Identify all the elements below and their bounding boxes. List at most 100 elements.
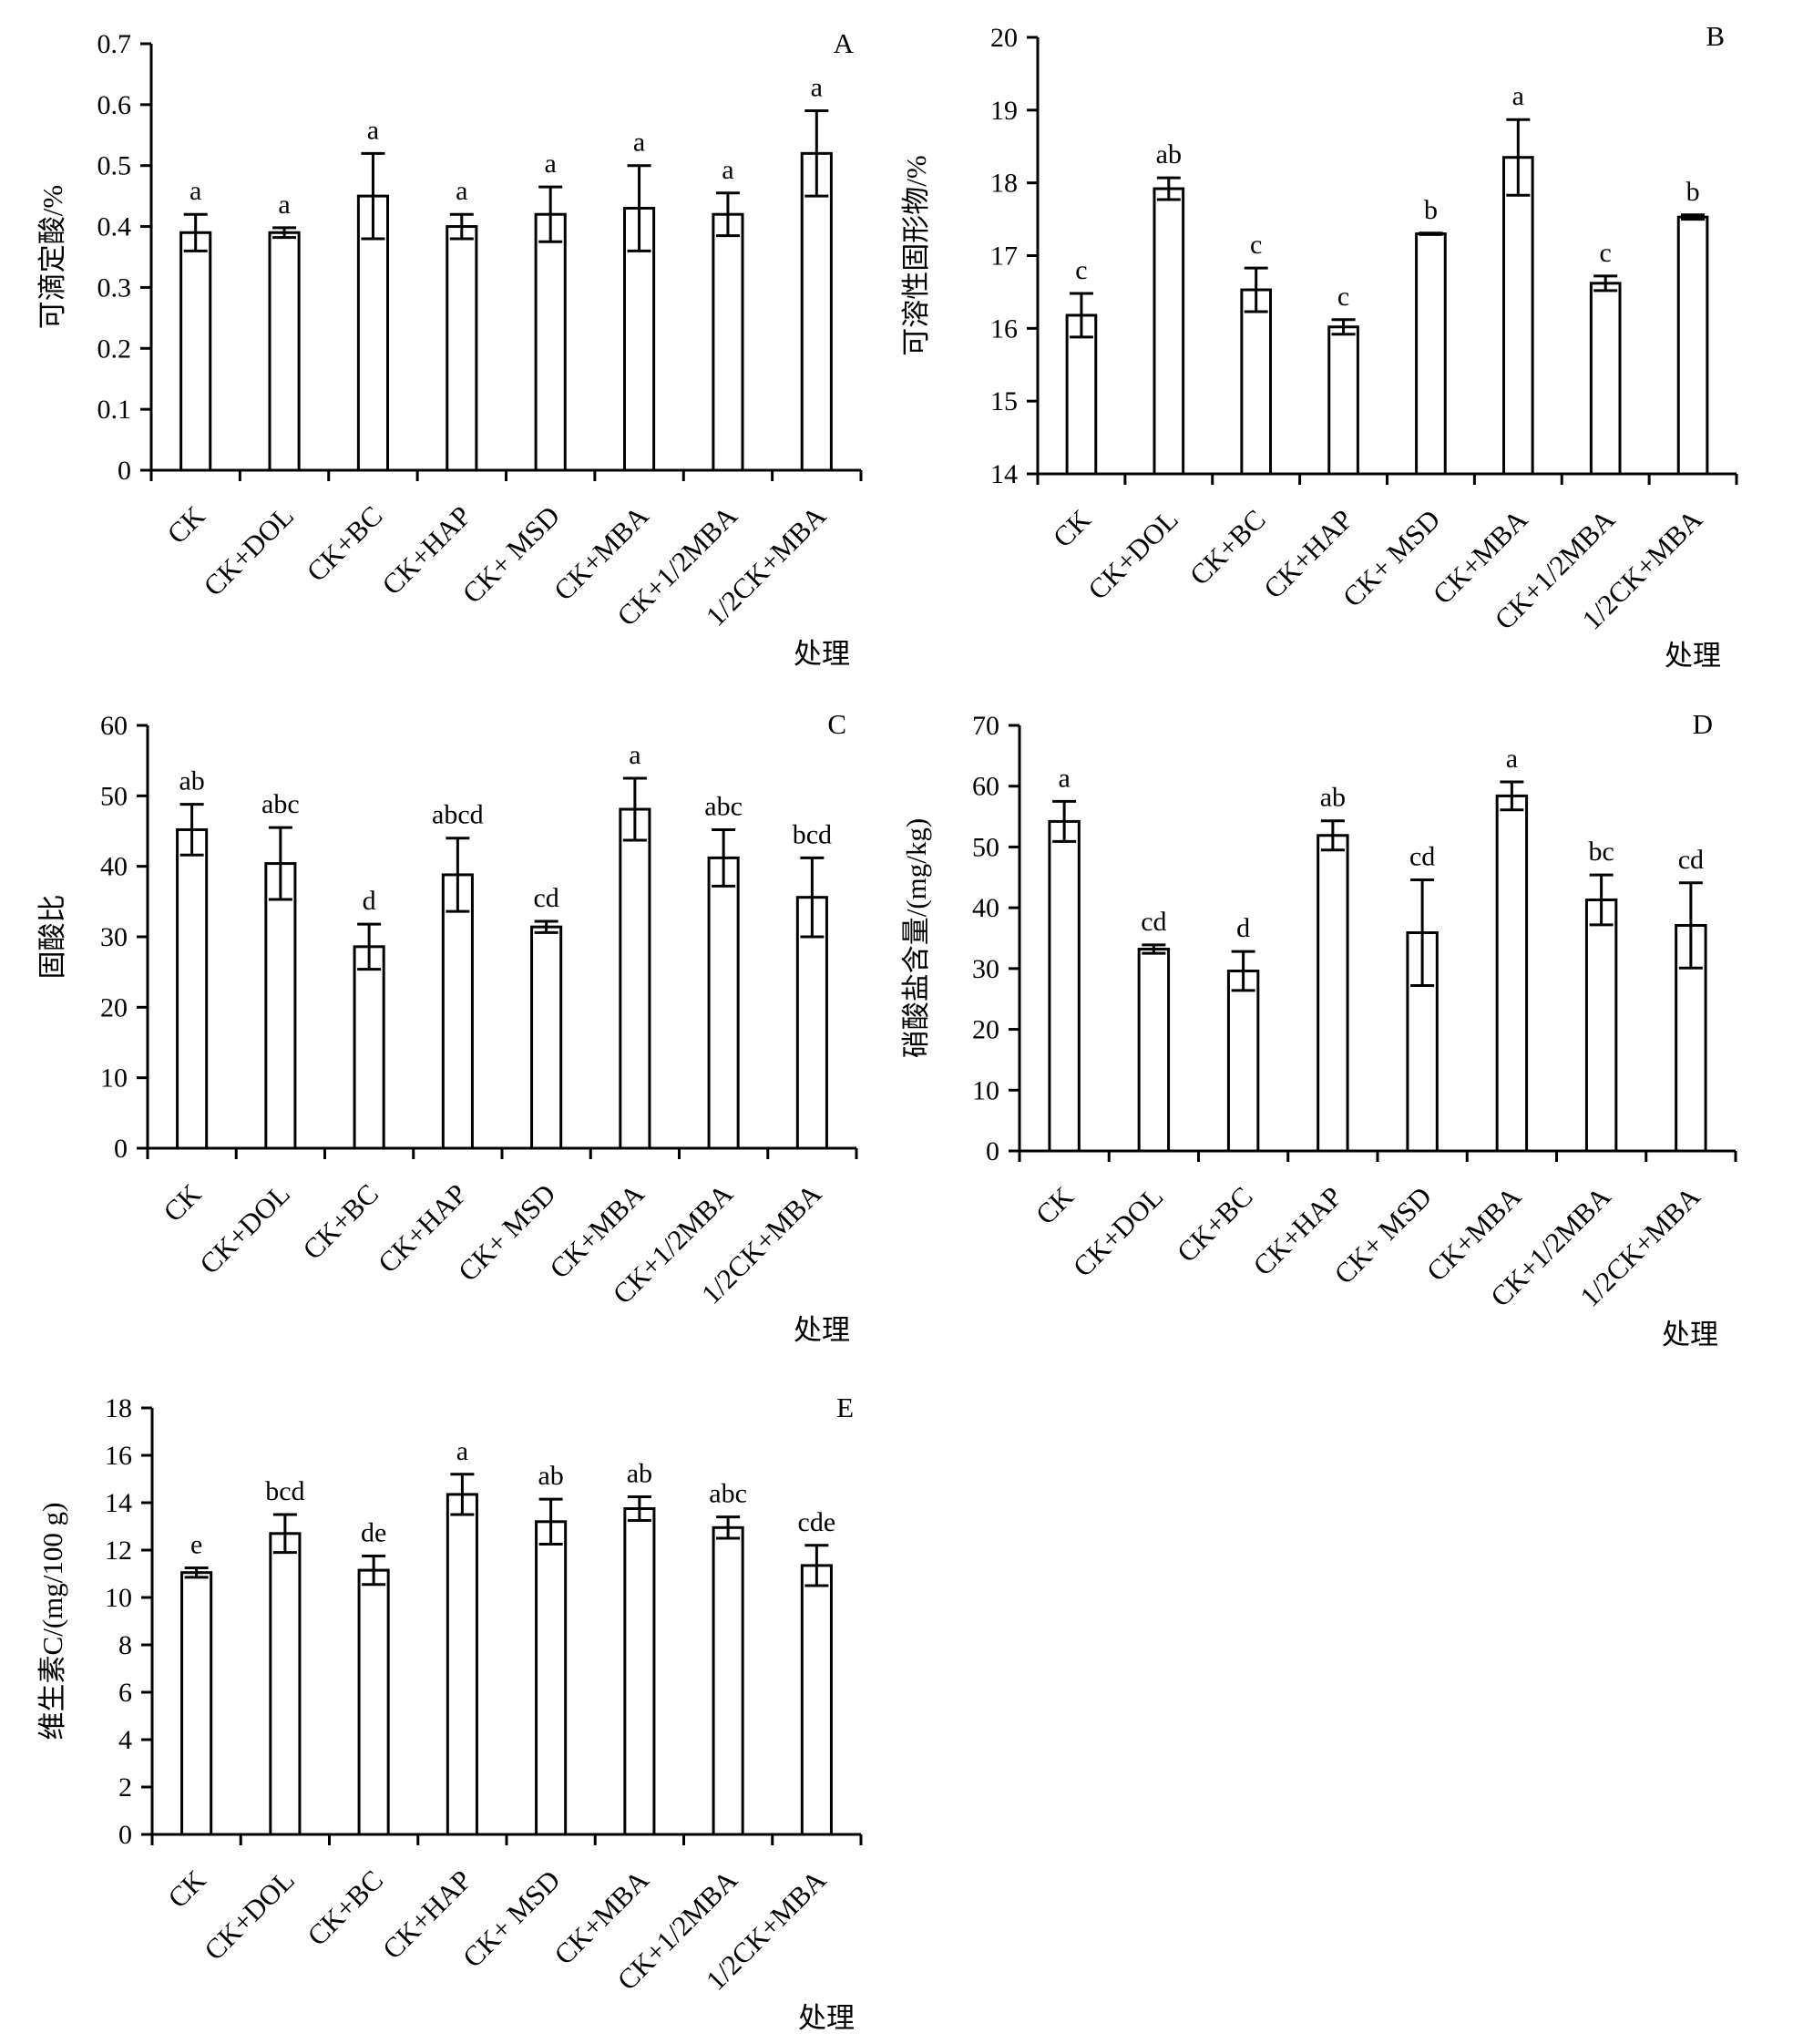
bar (707, 856, 740, 1150)
bar (179, 231, 212, 472)
panel-letter: A (834, 27, 855, 59)
panel-c: 0102030405060abCKabcCK+DOLdCK+BCabcdCK+H… (36, 708, 858, 1346)
bar (1327, 325, 1359, 476)
significance-label: a (811, 73, 823, 103)
panel-letter: E (836, 1392, 854, 1423)
y-tick-label: 16 (990, 313, 1018, 344)
significance-label: bcd (265, 1476, 304, 1506)
y-axis-label: 硝酸盐含量/(mg/kg) (900, 818, 932, 1058)
significance-label: de (361, 1518, 386, 1548)
significance-label: a (367, 115, 379, 145)
bar (1589, 282, 1622, 476)
x-tick-label: CK+ MSD (1328, 1180, 1439, 1290)
y-axis-label: 可滴定酸/% (36, 185, 68, 329)
y-tick-label: 2 (118, 1772, 132, 1803)
bar (1676, 215, 1709, 476)
significance-label: a (190, 176, 201, 206)
panel-e: 024681012141618eCKbcdCK+DOLdeCK+BCaCK+HA… (36, 1392, 863, 2034)
bar (623, 1507, 656, 1836)
y-axis-label: 可溶性固形物/% (900, 155, 932, 355)
significance-label: b (1686, 177, 1700, 207)
y-tick-label: 0 (118, 1820, 132, 1850)
bar (1048, 819, 1081, 1153)
significance-label: abc (704, 791, 743, 821)
bar (1584, 898, 1618, 1153)
significance-label: a (629, 740, 640, 770)
bar (1226, 970, 1260, 1153)
significance-label: c (1600, 238, 1612, 268)
y-tick-label: 0 (118, 456, 131, 486)
significance-label: c (1250, 230, 1262, 260)
x-tick-label: CK+ MSD (456, 1864, 567, 1974)
y-tick-label: 6 (118, 1678, 132, 1708)
y-tick-label: 4 (118, 1725, 132, 1755)
bar (269, 1532, 302, 1836)
significance-label: abc (709, 1479, 747, 1509)
significance-label: a (722, 155, 733, 185)
x-tick-label: CK+DOL (197, 499, 300, 602)
significance-label: b (1424, 195, 1438, 225)
x-tick-label: CK+BC (301, 1864, 389, 1952)
y-tick-label: 0 (986, 1136, 999, 1166)
x-axis-label: 处理 (794, 1314, 850, 1346)
y-tick-label: 0.1 (97, 395, 132, 425)
y-tick-label: 40 (100, 852, 128, 882)
x-tick-label: CK (1030, 1180, 1081, 1231)
panel-letter: D (1693, 708, 1713, 740)
y-tick-label: 18 (105, 1393, 132, 1423)
bar (534, 212, 567, 472)
significance-label: c (1075, 255, 1087, 285)
bar (1240, 288, 1273, 476)
bar (1317, 834, 1349, 1153)
x-tick-label: CK+DOL (1067, 1180, 1170, 1283)
bar (1137, 948, 1171, 1153)
y-tick-label: 19 (990, 96, 1018, 126)
bar (800, 1564, 833, 1836)
significance-label: ab (627, 1459, 652, 1489)
y-tick-label: 0.4 (97, 212, 132, 242)
bar (712, 212, 744, 472)
bar (446, 225, 478, 472)
bar (1415, 232, 1447, 476)
y-tick-label: 70 (972, 711, 999, 741)
y-tick-label: 0 (114, 1134, 128, 1164)
x-tick-label: CK+BC (296, 1177, 384, 1266)
y-axis-label: 维生素C/(mg/100 g) (36, 1503, 68, 1741)
bar (619, 807, 651, 1150)
x-tick-label: CK+ MSD (456, 499, 567, 610)
significance-label: a (1058, 763, 1070, 793)
y-tick-label: 60 (972, 772, 999, 802)
x-tick-label: CK+BC (1183, 503, 1272, 591)
bar (357, 1568, 390, 1836)
significance-label: d (363, 886, 376, 916)
significance-label: cd (533, 883, 558, 913)
significance-label: a (1512, 81, 1524, 111)
bar (180, 1571, 213, 1836)
significance-label: a (456, 176, 467, 206)
y-tick-label: 10 (105, 1583, 132, 1613)
panel-a: 0 0.1 0.2 0.3 0.4 0.5 0.6 0.7 a CK a CK+DOL a CK+BC a C… (36, 27, 863, 670)
significance-label: ab (1320, 783, 1346, 813)
significance-label: cd (1409, 841, 1435, 871)
significance-label: ab (179, 766, 204, 796)
x-tick-label: CK+ MSD (1337, 503, 1447, 613)
y-tick-label: 0.3 (97, 272, 132, 303)
significance-label: e (190, 1530, 202, 1560)
significance-label: a (633, 128, 645, 158)
bar (353, 945, 385, 1150)
x-tick-label: CK+BC (301, 499, 389, 588)
y-tick-label: 16 (105, 1441, 132, 1471)
bar (176, 827, 209, 1150)
x-tick-label: CK (1047, 503, 1098, 554)
significance-label: a (278, 190, 290, 220)
significance-label: ab (1156, 139, 1182, 169)
x-tick-label: CK (160, 499, 211, 550)
significance-label: bc (1588, 837, 1614, 867)
y-axis-label: 固酸比 (36, 895, 68, 980)
y-tick-label: 10 (100, 1063, 128, 1094)
significance-label: a (545, 149, 557, 179)
y-tick-label: 15 (990, 386, 1018, 416)
bar (1495, 794, 1529, 1153)
y-tick-label: 0.2 (97, 334, 132, 364)
y-tick-label: 17 (990, 241, 1018, 272)
